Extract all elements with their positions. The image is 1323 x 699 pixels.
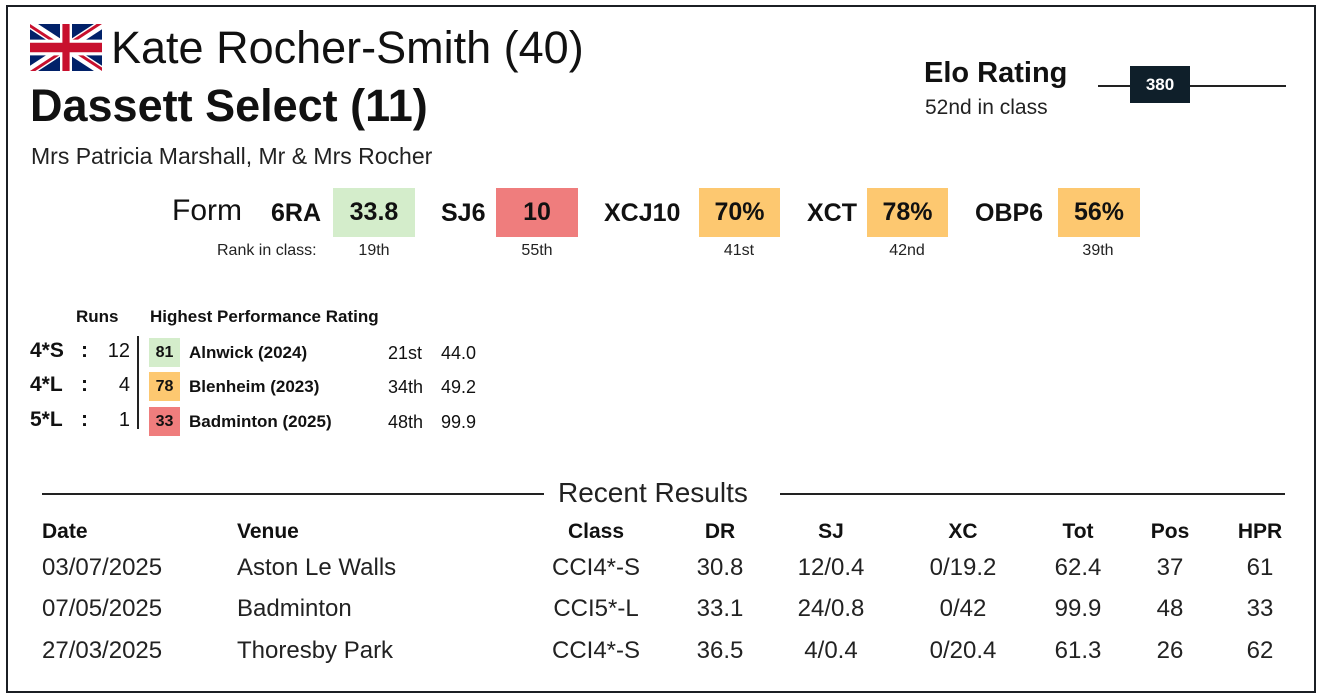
cell-date: 07/05/2025: [42, 595, 163, 622]
hpr-position: 21st: [388, 343, 423, 363]
cell-class: CCI4*-S: [551, 554, 641, 581]
hpr-event: Alnwick (2024): [189, 343, 308, 362]
form-name-6ra: 6RA: [271, 199, 322, 227]
level-colon: :: [81, 339, 88, 362]
cell-date: 03/07/2025: [42, 554, 163, 581]
cell-sj: 24/0.8: [797, 595, 865, 622]
rider-horse-card: Kate Rocher-Smith (40) Dassett Select (1…: [6, 5, 1316, 693]
level-label: 4*L: [30, 373, 63, 396]
recent-results-title: Recent Results: [558, 477, 748, 508]
form-value-obp6: 56%: [1058, 188, 1140, 237]
hpr-score: 44.0: [441, 343, 477, 363]
cell-hpr: 61: [1246, 554, 1274, 581]
elo-class-rank: 52nd in class: [925, 96, 1048, 119]
hpr-score: 49.2: [441, 377, 477, 397]
col-pos: Pos: [1150, 520, 1190, 543]
col-xc: XC: [948, 520, 978, 543]
owners: Mrs Patricia Marshall, Mr & Mrs Rocher: [31, 143, 433, 169]
level-label: 4*S: [30, 339, 64, 362]
form-name-xcj10: XCJ10: [604, 199, 681, 227]
hpr-position: 48th: [388, 412, 424, 432]
col-sj: SJ: [818, 520, 844, 543]
form-rank-obp6: 39th: [1082, 242, 1114, 259]
level-colon: :: [81, 373, 88, 396]
cell-sj: 12/0.4: [797, 554, 865, 581]
form-rank-6ra: 19th: [358, 242, 390, 259]
cell-xc: 0/19.2: [929, 554, 997, 581]
form-rank-xct: 42nd: [889, 242, 925, 259]
col-date: Date: [42, 520, 88, 543]
col-hpr: HPR: [1237, 520, 1283, 543]
cell-dr: 36.5: [696, 637, 744, 664]
cell-pos: 37: [1156, 554, 1184, 581]
recent-rule-right: [780, 493, 1285, 495]
cell-dr: 33.1: [696, 595, 744, 622]
uk-flag-icon: [30, 24, 102, 71]
elo-value-badge: 380: [1130, 66, 1190, 103]
hpr-event: Blenheim (2023): [189, 377, 320, 396]
hpr-badge: 78: [149, 372, 180, 401]
hpr-score: 99.9: [441, 412, 477, 432]
col-tot: Tot: [1062, 520, 1094, 543]
cell-xc: 0/20.4: [929, 637, 997, 664]
hpr-badge: 81: [149, 338, 180, 367]
runs-divider: [137, 336, 139, 429]
cell-class: CCI5*-L: [553, 595, 639, 622]
col-dr: DR: [704, 520, 736, 543]
cell-pos: 48: [1156, 595, 1184, 622]
runs-count: 1: [118, 409, 130, 431]
cell-venue: Badminton: [237, 595, 352, 622]
cell-venue: Thoresby Park: [237, 637, 394, 664]
runs-header: Runs: [76, 307, 119, 326]
form-name-xct: XCT: [807, 199, 857, 227]
hpr-badge: 33: [149, 407, 180, 436]
cell-hpr: 62: [1246, 637, 1274, 664]
runs-count: 12: [107, 340, 130, 362]
form-label: Form: [172, 194, 242, 227]
cell-pos: 26: [1156, 637, 1184, 664]
col-venue: Venue: [237, 520, 299, 543]
cell-tot: 61.3: [1054, 637, 1102, 664]
rider-name: Kate Rocher-Smith (40): [111, 22, 584, 73]
cell-dr: 30.8: [696, 554, 744, 581]
cell-hpr: 33: [1246, 595, 1274, 622]
form-value-sj6: 10: [496, 188, 578, 237]
elo-title: Elo Rating: [924, 57, 1068, 89]
form-rank-sj6: 55th: [521, 242, 553, 259]
cell-venue: Aston Le Walls: [237, 554, 397, 581]
form-name-obp6: OBP6: [975, 199, 1044, 227]
cell-sj: 4/0.4: [804, 637, 858, 664]
elo-line: [1098, 85, 1286, 87]
hpr-position: 34th: [388, 377, 424, 397]
cell-xc: 0/42: [939, 595, 987, 622]
runs-count: 4: [118, 374, 130, 396]
hpr-event: Badminton (2025): [189, 412, 332, 431]
form-value-xct: 78%: [867, 188, 948, 237]
cell-date: 27/03/2025: [42, 637, 163, 664]
form-name-sj6: SJ6: [441, 199, 486, 227]
form-value-xcj10: 70%: [699, 188, 780, 237]
level-label: 5*L: [30, 408, 63, 431]
recent-rule-left: [42, 493, 544, 495]
col-class: Class: [567, 520, 625, 543]
rank-in-class-label: Rank in class:: [217, 242, 317, 259]
level-colon: :: [81, 408, 88, 431]
cell-tot: 62.4: [1054, 554, 1102, 581]
hpr-header: Highest Performance Rating: [150, 307, 379, 326]
form-rank-xcj10: 41st: [723, 242, 755, 259]
horse-name: Dassett Select (11): [30, 80, 428, 131]
cell-class: CCI4*-S: [551, 637, 641, 664]
form-value-6ra: 33.8: [333, 188, 415, 237]
cell-tot: 99.9: [1054, 595, 1102, 622]
